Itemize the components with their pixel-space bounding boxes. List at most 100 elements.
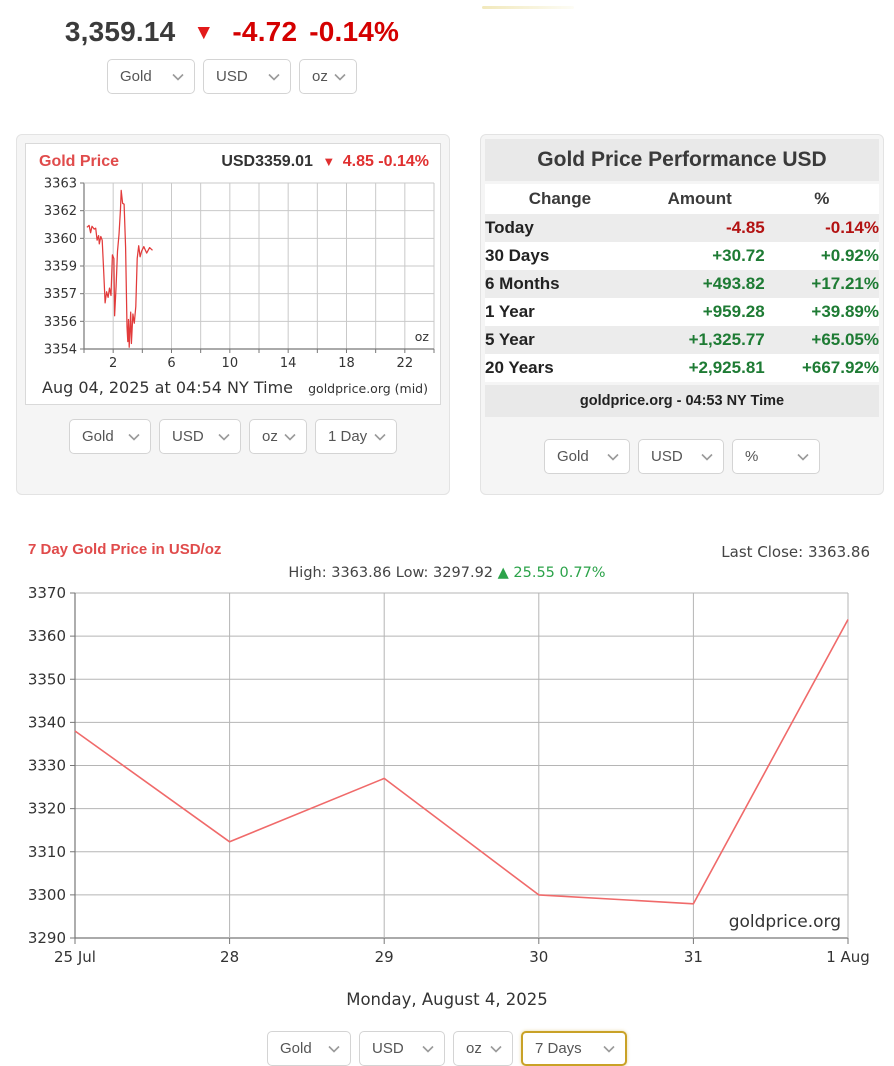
svg-text:3310: 3310: [28, 843, 66, 861]
svg-text:3370: 3370: [28, 584, 66, 602]
metal-select[interactable]: Gold: [544, 439, 630, 474]
change-percent: +65.05%: [764, 326, 879, 354]
svg-text:25 Jul: 25 Jul: [54, 948, 96, 966]
chevron-down-icon: [284, 433, 296, 441]
column-header-percent: %: [764, 184, 879, 214]
metal-select[interactable]: Gold: [69, 419, 151, 454]
column-header-change: Change: [485, 184, 635, 214]
table-row: 20 Years +2,925.81 +667.92%: [485, 354, 879, 382]
svg-text:30: 30: [529, 948, 548, 966]
chevron-down-icon: [268, 73, 280, 81]
period-select[interactable]: 1 Day: [315, 419, 397, 454]
performance-panel: Gold Price Performance USD Change Amount…: [480, 134, 884, 495]
svg-text:3359: 3359: [44, 260, 77, 275]
seven-day-select-row: Gold USD oz 7 Days: [0, 1031, 894, 1066]
up-triangle-icon: ▲: [497, 565, 509, 581]
currency-select-value: USD: [216, 68, 248, 85]
change-amount: +30.72: [712, 246, 765, 265]
unit-select-value: oz: [312, 68, 328, 85]
seven-day-chart: 3290 3300 3310 3320 3330 3340 3350 3360 3370 25 J…: [28, 584, 870, 966]
period-label: 6 Months: [485, 270, 635, 298]
svg-text:3300: 3300: [28, 886, 66, 904]
metal-select[interactable]: Gold: [107, 59, 195, 94]
currency-select[interactable]: USD: [359, 1031, 445, 1066]
table-row: Today -4.85 -0.14%: [485, 214, 879, 242]
current-price: 3,359.14: [64, 16, 176, 47]
page-top-artifact: [482, 6, 574, 9]
chevron-down-icon: [701, 453, 713, 461]
change-percent: +39.89%: [811, 302, 879, 321]
svg-text:1 Aug: 1 Aug: [826, 948, 870, 966]
chevron-down-icon: [490, 1045, 502, 1053]
display-select-value: %: [745, 448, 759, 465]
mini-chart-timestamp: Aug 04, 2025 at 04:54 NY Time: [42, 378, 294, 397]
performance-title: Gold Price Performance USD: [485, 139, 879, 181]
high-low-values: High: 3363.86 Low: 3297.92: [288, 565, 494, 581]
chevron-down-icon: [797, 453, 809, 461]
svg-text:3340: 3340: [28, 713, 66, 731]
column-header-amount: Amount: [634, 184, 765, 214]
currency-select[interactable]: USD: [638, 439, 724, 474]
table-row: 6 Months +493.82 +17.21%: [485, 270, 879, 298]
chevron-down-icon: [334, 73, 346, 81]
svg-text:3320: 3320: [28, 800, 66, 818]
high-low-subtitle: High: 3363.86 Low: 3297.92 ▲ 25.55 0.77%: [0, 565, 894, 581]
current-price-line: 3,359.14 ▼ -4.72 -0.14%: [0, 16, 464, 48]
seven-day-title: 7 Day Gold Price in USD/oz: [28, 541, 222, 558]
change-percent: +0.92%: [820, 246, 879, 265]
change-percent: -0.14%: [764, 214, 879, 242]
performance-select-row: Gold USD%: [485, 439, 879, 474]
mini-chart-card: Gold Price USD3359.01 ▼ 4.85 -0.14% 3354…: [25, 143, 441, 405]
svg-text:2: 2: [109, 356, 117, 371]
chevron-down-icon: [172, 73, 184, 81]
period-select-value: 7 Days: [535, 1040, 582, 1057]
chevron-down-icon: [328, 1045, 340, 1053]
svg-text:3357: 3357: [44, 287, 77, 302]
unit-select[interactable]: oz: [453, 1031, 513, 1066]
metal-select-value: Gold: [557, 448, 589, 465]
svg-text:10: 10: [222, 356, 239, 371]
table-row: 1 Year +959.28 +39.89%: [485, 298, 879, 326]
currency-select-value: USD: [651, 448, 683, 465]
down-triangle-icon: ▼: [193, 21, 215, 44]
svg-text:3290: 3290: [28, 929, 66, 947]
chart-watermark: goldprice.org: [729, 912, 841, 932]
change-amount: +2,925.81: [688, 358, 765, 377]
svg-text:3363: 3363: [44, 177, 77, 192]
unit-select[interactable]: oz: [299, 59, 357, 94]
mini-quote-price: USD3359.01: [221, 153, 313, 170]
high-low-change: 25.55 0.77%: [513, 565, 606, 581]
change-amount: +959.28: [702, 302, 765, 321]
widgets-row: Gold Price USD3359.01 ▼ 4.85 -0.14% 3354…: [16, 134, 894, 495]
currency-select[interactable]: USD: [159, 419, 241, 454]
currency-select-value: USD: [372, 1040, 404, 1057]
svg-text:3350: 3350: [28, 670, 66, 688]
unit-select[interactable]: oz: [249, 419, 307, 454]
change-percent: +17.21%: [764, 270, 879, 298]
period-label: 30 Days: [485, 246, 550, 265]
change-amount: +1,325.77: [634, 326, 765, 354]
price-change-percent: -0.14%: [309, 16, 400, 47]
svg-text:3360: 3360: [28, 627, 66, 645]
change-amount: +493.82: [634, 270, 765, 298]
performance-footer: goldprice.org - 04:53 NY Time: [485, 385, 879, 417]
currency-select[interactable]: USD: [203, 59, 291, 94]
mini-chart-panel: Gold Price USD3359.01 ▼ 4.85 -0.14% 3354…: [16, 134, 450, 495]
svg-text:6: 6: [167, 356, 175, 371]
unit-select-value: oz: [466, 1040, 482, 1057]
mini-chart-source: goldprice.org (mid): [308, 381, 428, 396]
metal-select-value: Gold: [82, 428, 114, 445]
down-triangle-icon: ▼: [322, 154, 336, 169]
table-row: 30 Days +30.72 +0.92%: [485, 242, 879, 270]
svg-text:3360: 3360: [44, 232, 77, 247]
unit-select-value: oz: [262, 428, 278, 445]
svg-text:22: 22: [397, 356, 414, 371]
period-select[interactable]: 7 Days: [521, 1031, 627, 1066]
svg-text:3354: 3354: [44, 343, 77, 358]
metal-select[interactable]: Gold: [267, 1031, 351, 1066]
display-select[interactable]: %: [732, 439, 820, 474]
svg-text:14: 14: [280, 356, 297, 371]
chevron-down-icon: [607, 453, 619, 461]
chevron-down-icon: [603, 1045, 615, 1053]
